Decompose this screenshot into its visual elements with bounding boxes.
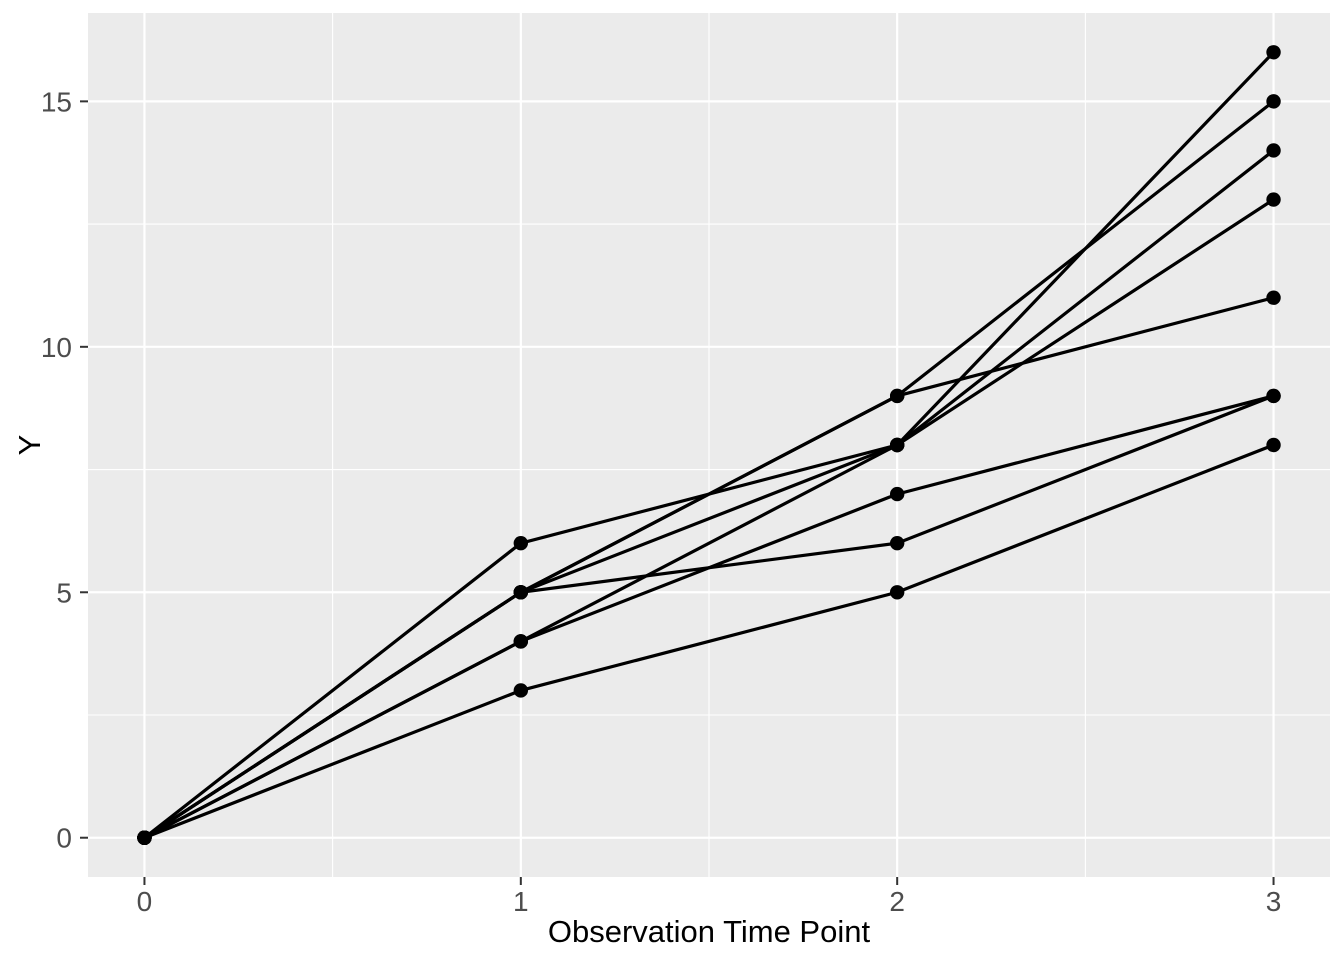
data-point-subject-8: [889, 585, 905, 600]
x-axis-tick-label: 1: [513, 886, 529, 917]
data-point-subject-8: [1266, 437, 1281, 453]
data-point-subject-2: [1266, 143, 1281, 158]
y-axis-tick-label: 0: [56, 823, 72, 854]
y-axis-tick-label: 15: [41, 86, 72, 117]
data-point-subject-5: [1266, 290, 1281, 305]
data-point-subject-6: [513, 634, 529, 649]
data-point-subject-7: [513, 585, 529, 600]
data-point-subject-5: [889, 388, 905, 404]
data-point-subject-4: [1266, 94, 1281, 109]
data-point-subject-3: [889, 437, 905, 453]
series-line-subject-8: [143, 443, 1275, 840]
x-axis-tick-label: 3: [1266, 886, 1282, 917]
data-point-subject-8: [513, 683, 529, 698]
x-axis-tick-label: 0: [137, 886, 153, 917]
x-axis-title: Observation Time Point: [548, 914, 871, 949]
data-point-subject-8: [137, 830, 152, 845]
y-axis-tick-label: 5: [56, 577, 72, 608]
series-line-subject-7: [143, 394, 1275, 840]
y-axis-title: Y: [12, 435, 47, 456]
x-axis-tick-label: 2: [889, 886, 905, 917]
data-point-subject-1: [1266, 45, 1281, 60]
data-point-subject-1: [513, 535, 529, 551]
y-axis-tick-label: 10: [41, 332, 72, 363]
data-point-subject-7: [1266, 388, 1281, 404]
data-point-subject-3: [1266, 192, 1281, 207]
data-point-subject-6: [889, 486, 905, 502]
data-point-subject-7: [889, 535, 905, 551]
